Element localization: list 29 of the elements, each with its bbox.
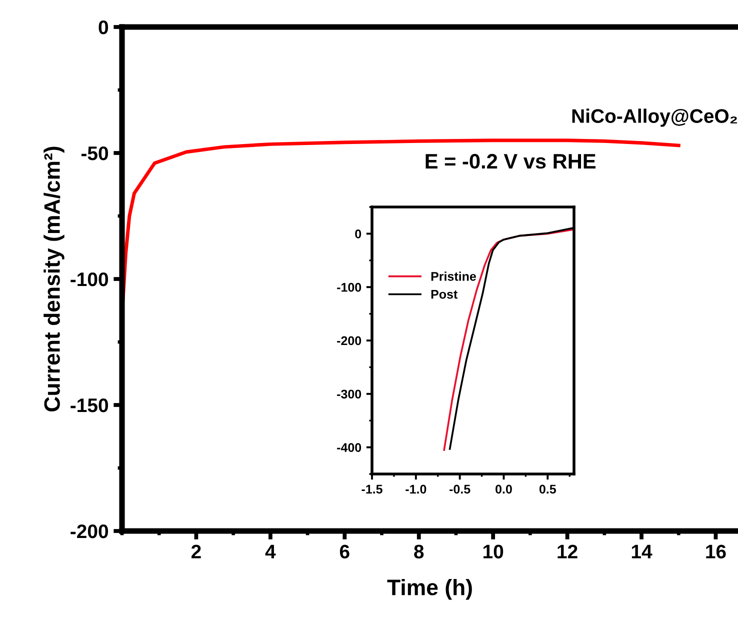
y-axis-title: Current density (mA/cm²): [44, 146, 64, 412]
y-tick-label: -150: [70, 398, 108, 412]
legend-label: Post: [431, 290, 458, 299]
x-tick-label: 0.5: [539, 484, 556, 494]
x-tick-label: 12: [558, 544, 578, 558]
annotation: E = -0.2 V vs RHE: [426, 154, 596, 169]
x-tick-label: 0.0: [496, 484, 512, 494]
x-tick-label: 14: [632, 544, 652, 558]
y-tick-label: -300: [337, 390, 362, 399]
y-tick-label: -100: [70, 272, 108, 286]
x-tick-label: -0.5: [450, 484, 470, 494]
x-tick-label: 2: [191, 544, 201, 558]
x-tick-label: -1.0: [406, 484, 426, 494]
x-tick-label: 4: [265, 544, 276, 558]
y-tick-label: 0: [98, 20, 108, 34]
y-tick-label: -400: [337, 443, 362, 452]
x-tick-label: 16: [706, 544, 726, 558]
legend-label: Pristine: [431, 272, 476, 281]
x-tick-label: 8: [414, 544, 424, 558]
y-tick-label: 0: [355, 230, 362, 238]
y-tick-label: -200: [337, 336, 362, 346]
x-axis-title: Time (h): [387, 578, 472, 600]
y-tick-label: -100: [337, 282, 362, 292]
x-tick-label: 10: [483, 544, 504, 558]
y-tick-label: -200: [70, 524, 108, 538]
x-tick-label: -1.5: [362, 484, 382, 494]
annotation: NiCo-Alloy@CeO₂: [572, 108, 737, 127]
x-tick-label: 6: [340, 544, 350, 558]
y-tick-label: -50: [81, 146, 108, 160]
